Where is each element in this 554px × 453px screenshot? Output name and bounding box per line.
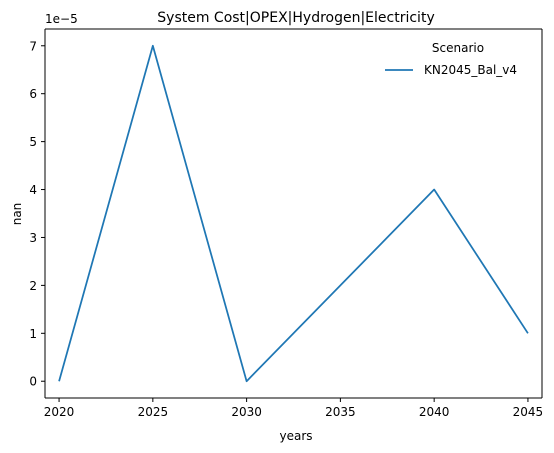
y-axis: 0 1 2 3 4 5 6 7 [29,39,45,389]
x-tick-label: 2035 [325,405,356,419]
legend-entry-label: KN2045_Bal_v4 [424,63,517,77]
x-axis: 2020 2025 2030 2035 2040 2045 [44,398,543,419]
series-line [58,44,529,383]
y-axis-label: nan [10,203,24,226]
plot-area [45,29,542,398]
legend-title: Scenario [432,41,484,55]
y-tick-label: 6 [29,87,37,101]
plot-frame [44,28,543,399]
y-tick-label: 2 [29,279,37,293]
y-tick-label: 4 [29,183,37,197]
x-tick-label: 2020 [44,405,75,419]
y-tick-label: 0 [29,375,37,389]
legend: Scenario KN2045_Bal_v4 [385,41,517,77]
y-tick-label: 5 [29,135,37,149]
chart-title: System Cost|OPEX|Hydrogen|Electricity [157,10,434,26]
y-tick-label: 3 [29,231,37,245]
series-layer [58,44,529,383]
x-tick-label: 2040 [419,405,450,419]
x-tick-label: 2025 [138,405,169,419]
y-tick-label: 7 [29,39,37,53]
x-tick-label: 2045 [513,405,544,419]
y-tick-label: 1 [29,327,37,341]
x-tick-label: 2030 [231,405,262,419]
y-offset-label: 1e−5 [45,12,78,26]
x-axis-label: years [279,429,312,443]
